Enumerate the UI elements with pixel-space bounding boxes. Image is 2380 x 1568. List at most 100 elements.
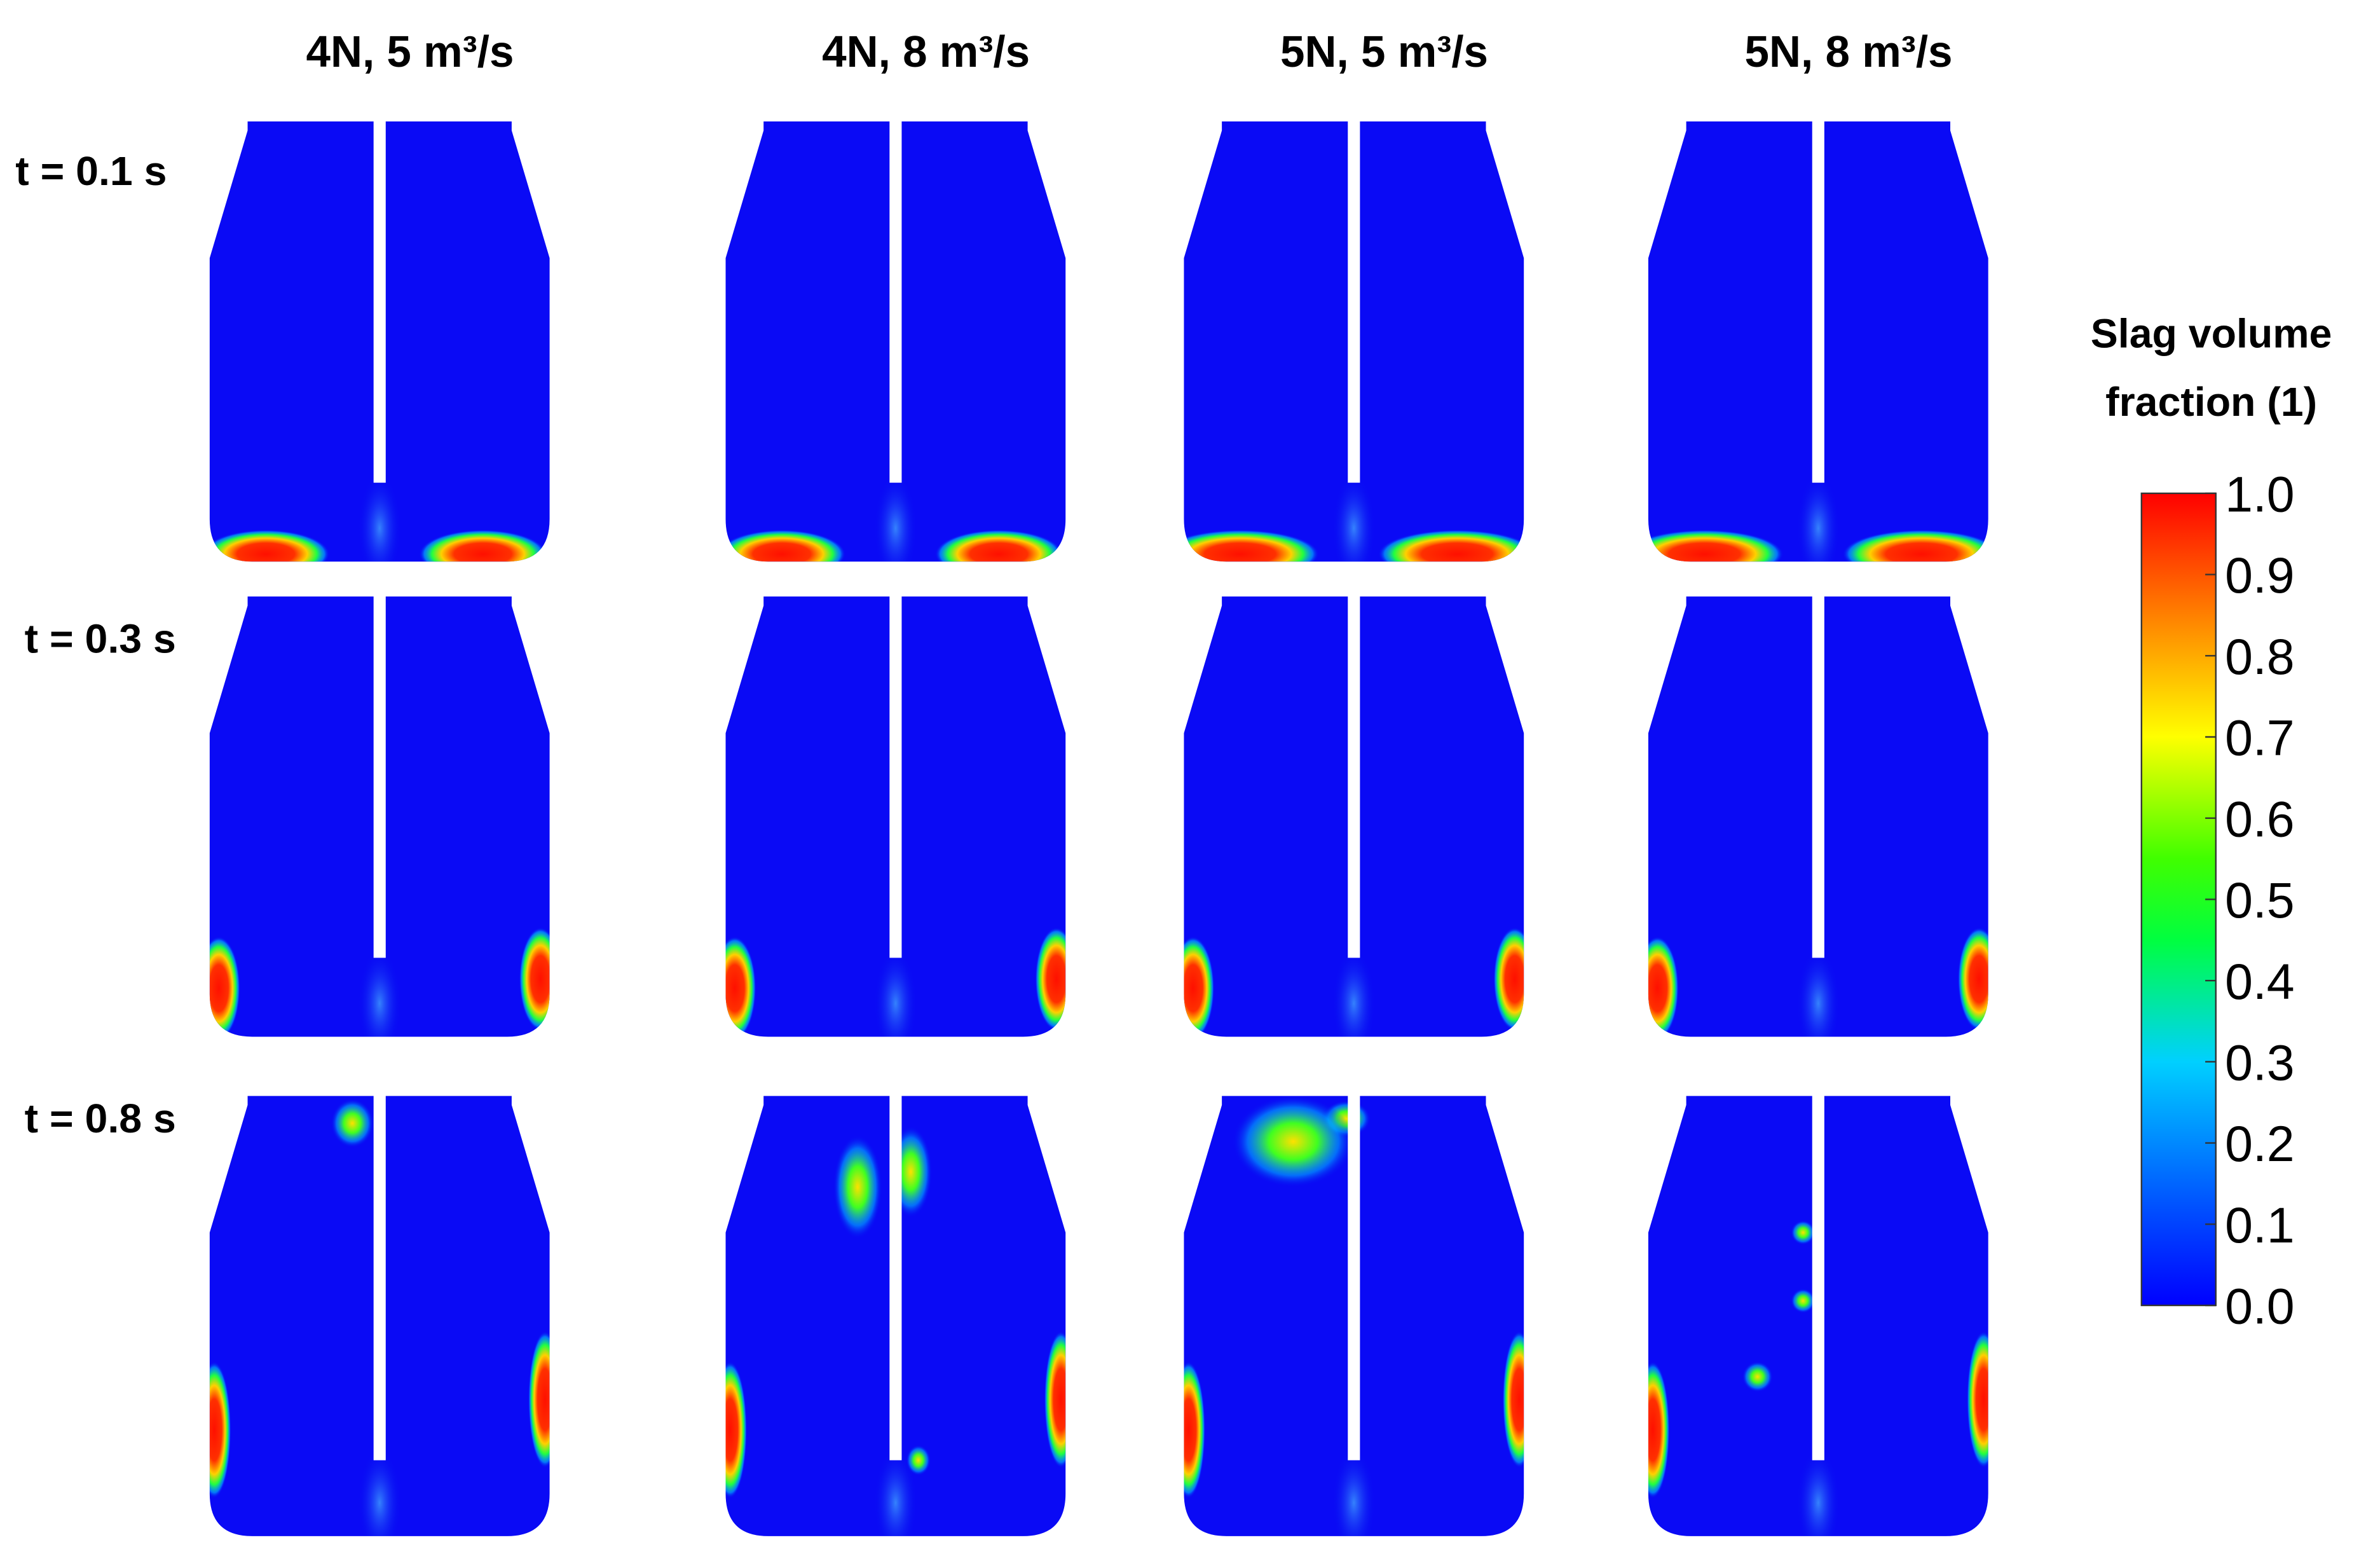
colorbar-tick-label: 0.9 [2225,547,2295,603]
vessel-panel [1648,1092,1988,1536]
slag [725,936,756,1037]
colorbar-tick-label: 0.0 [2225,1279,2295,1335]
vessel-panel [725,1092,1066,1536]
slag [1184,936,1215,1037]
plume [1796,1448,1840,1536]
vessel-panel [1184,1092,1524,1536]
slag [1184,530,1319,562]
colorbar-tick-label: 1.0 [2225,466,2295,522]
lance [1812,593,1824,958]
vessel-panel [1648,118,1988,562]
slag [725,530,846,562]
slag [419,530,547,562]
slag [1044,1331,1066,1468]
lance [1348,118,1360,483]
slag [1648,1361,1670,1499]
slag [1957,927,1988,1031]
slag [934,530,1063,562]
colorbar-tick-label: 0.8 [2225,629,2295,685]
vessel-panel [1184,593,1524,1037]
plume [358,473,401,562]
contours [725,473,1063,562]
colorbar-tick-label: 0.3 [2225,1035,2295,1091]
vessel-panel [1648,593,1988,1037]
slag [906,1445,931,1476]
contours [1184,927,1524,1037]
vessel-panel [1184,118,1524,562]
row-label: t = 0.1 s [15,148,167,194]
column-header: 5N, 5 m³/s [1280,27,1488,76]
slag [1232,1096,1354,1187]
contours [209,927,550,1037]
slag [1648,530,1784,562]
colorbar-tick-label: 0.5 [2225,872,2295,928]
plume [1332,949,1376,1037]
contours [1184,1096,1524,1536]
slag [1967,1331,1988,1468]
lance [373,118,386,483]
slag [1791,1220,1816,1245]
slag [833,1135,882,1239]
colorbar-tick-label: 0.2 [2225,1116,2295,1172]
contours [1648,1220,1988,1536]
colorbar-title: Slag volume [2091,311,2332,357]
lance [889,593,902,958]
slag [1842,530,1988,562]
slag [1493,927,1524,1031]
contours [725,927,1066,1037]
lance [1348,1092,1360,1461]
slag [1742,1361,1773,1393]
lance [889,1092,902,1461]
colorbar-tick-label: 0.4 [2225,954,2295,1010]
row-label: t = 0.8 s [25,1096,176,1141]
vessel-panel [725,593,1066,1037]
plume [1332,473,1376,562]
column-header: 4N, 8 m³/s [822,27,1030,76]
slag [725,1361,747,1499]
slag [331,1099,374,1148]
plume [874,1448,917,1536]
slag [1184,1361,1205,1499]
lance [889,118,902,483]
contours [1648,473,1988,562]
plume [874,473,917,562]
colorbar-tick-label: 0.7 [2225,710,2295,766]
contours [209,1099,550,1536]
contours [725,1126,1066,1536]
vessel-panel [209,118,550,562]
slag [1035,927,1066,1031]
colorbar [2140,492,2217,1307]
plume [1796,949,1840,1037]
slag [528,1331,550,1468]
plume [874,949,917,1037]
contours [1184,473,1524,562]
lance [373,593,386,958]
colorbar-tick-label: 0.6 [2225,791,2295,847]
plume [1332,1448,1376,1536]
plume [358,949,401,1037]
lance [373,1092,386,1461]
vessel-panel [725,118,1066,562]
row-label: t = 0.3 s [25,616,176,662]
lance [1812,1092,1824,1461]
column-header: 4N, 5 m³/s [306,27,514,76]
vessel-panel [209,593,550,1037]
slag [1378,530,1524,562]
column-header: 5N, 8 m³/s [1745,27,1953,76]
plume [358,1448,401,1536]
slag [519,927,550,1031]
slag [1648,936,1679,1037]
slag [1791,1288,1816,1313]
contour-panels [209,118,1988,1536]
slag [209,1361,231,1499]
lance [1348,593,1360,958]
contours [1648,927,1988,1037]
colorbar-title: fraction (1) [2105,379,2317,425]
contours [209,473,547,562]
slag [209,936,240,1037]
vessel-panel [209,1092,550,1536]
slag [209,530,330,562]
slag [1502,1331,1524,1468]
